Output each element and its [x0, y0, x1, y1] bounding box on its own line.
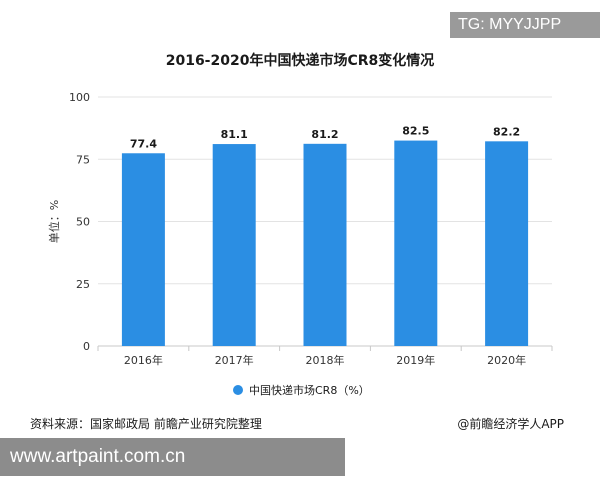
bar-2	[212, 144, 256, 346]
y-tick-label: 50	[76, 216, 90, 229]
data-label: 81.2	[311, 128, 338, 141]
data-label: 77.4	[130, 137, 157, 150]
y-tick-label: 75	[76, 153, 90, 166]
y-tick-label: 100	[69, 91, 90, 104]
y-tick-label: 25	[76, 278, 90, 291]
bar-3	[303, 143, 347, 346]
x-tick-label: 2017年	[215, 353, 254, 367]
x-tick-label: 2016年	[124, 353, 163, 367]
legend-label: 中国快递市场CR8（%）	[249, 383, 370, 397]
chart-title: 2016-2020年中国快递市场CR8变化情况	[165, 53, 435, 69]
bar-5	[485, 141, 529, 346]
y-tick-label: 0	[83, 340, 90, 353]
bar-1	[121, 153, 165, 346]
watermark-url: www.artpaint.com.cn	[0, 438, 345, 476]
x-tick-label: 2019年	[396, 353, 435, 367]
y-axis-title: 单位：%	[47, 200, 61, 243]
tag-badge: TG: MYYJJPP	[450, 12, 600, 38]
x-tick-label: 2020年	[487, 353, 526, 367]
data-label: 81.1	[221, 128, 248, 141]
x-tick-label: 2018年	[306, 353, 345, 367]
legend-marker	[233, 385, 243, 395]
data-label: 82.2	[493, 125, 520, 138]
bar-4	[394, 140, 438, 346]
source-note: 资料来源：国家邮政局 前瞻产业研究院整理	[30, 417, 262, 431]
brand-note: @前瞻经济学人APP	[457, 417, 564, 431]
data-label: 82.5	[402, 125, 429, 138]
